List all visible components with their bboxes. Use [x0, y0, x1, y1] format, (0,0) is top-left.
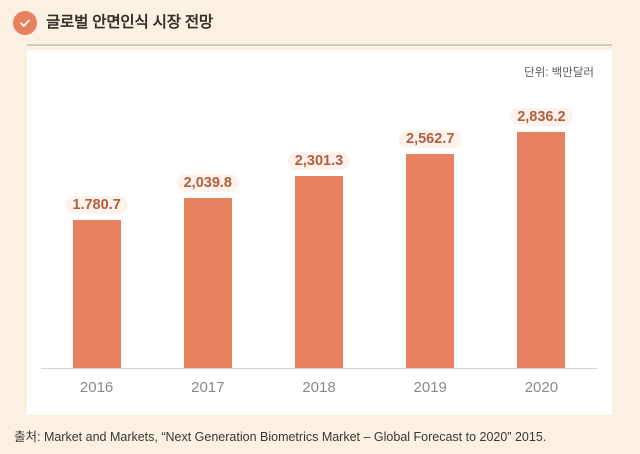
x-axis-ticks: 2016 2017 2018 2019 2020: [41, 373, 597, 403]
chart-card: 단위: 백만달러 1.780.7 2,039.8 2,301.3 2,562.7: [27, 50, 612, 415]
bar-series: 1.780.7 2,039.8 2,301.3 2,562.7 2,836.2: [41, 107, 597, 368]
bar-value-label: 2,039.8: [176, 174, 239, 193]
bar-slot: 1.780.7: [41, 118, 152, 368]
unit-label: 단위: 백만달러: [524, 67, 594, 79]
x-axis-line: [41, 368, 597, 369]
x-tick-label: 2017: [191, 379, 225, 396]
source-note: 출처: Market and Markets, “Next Generation…: [14, 430, 547, 444]
x-tick-label: 2016: [79, 379, 114, 396]
bar-slot: 2,039.8: [152, 118, 263, 368]
bar[interactable]: [183, 198, 232, 368]
check-circle-icon: [13, 11, 37, 35]
bar[interactable]: [517, 131, 566, 368]
page-title: 글로벌 안면인식 시장 전망: [46, 14, 213, 31]
page-header: 글로벌 안면인식 시장 전망: [0, 0, 640, 46]
bar-slot: 2,562.7: [375, 118, 486, 368]
bar[interactable]: [406, 154, 455, 368]
bar-slot: 2,301.3: [263, 118, 374, 368]
bar-slot: 2,836.2: [486, 107, 597, 368]
bar-value-label: 2,836.2: [510, 107, 573, 126]
bar-chart: 1.780.7 2,039.8 2,301.3 2,562.7 2,836.2: [27, 50, 612, 415]
x-tick-label: 2020: [524, 379, 559, 396]
header-divider: [27, 44, 612, 46]
x-tick-label: 2019: [413, 379, 447, 396]
bar[interactable]: [72, 219, 121, 368]
bar-value-label: 2,562.7: [399, 130, 462, 149]
bar-value-label: 2,301.3: [287, 152, 351, 171]
x-tick-label: 2018: [302, 379, 336, 396]
bar-value-label: 1.780.7: [65, 195, 128, 214]
bar[interactable]: [295, 176, 343, 368]
